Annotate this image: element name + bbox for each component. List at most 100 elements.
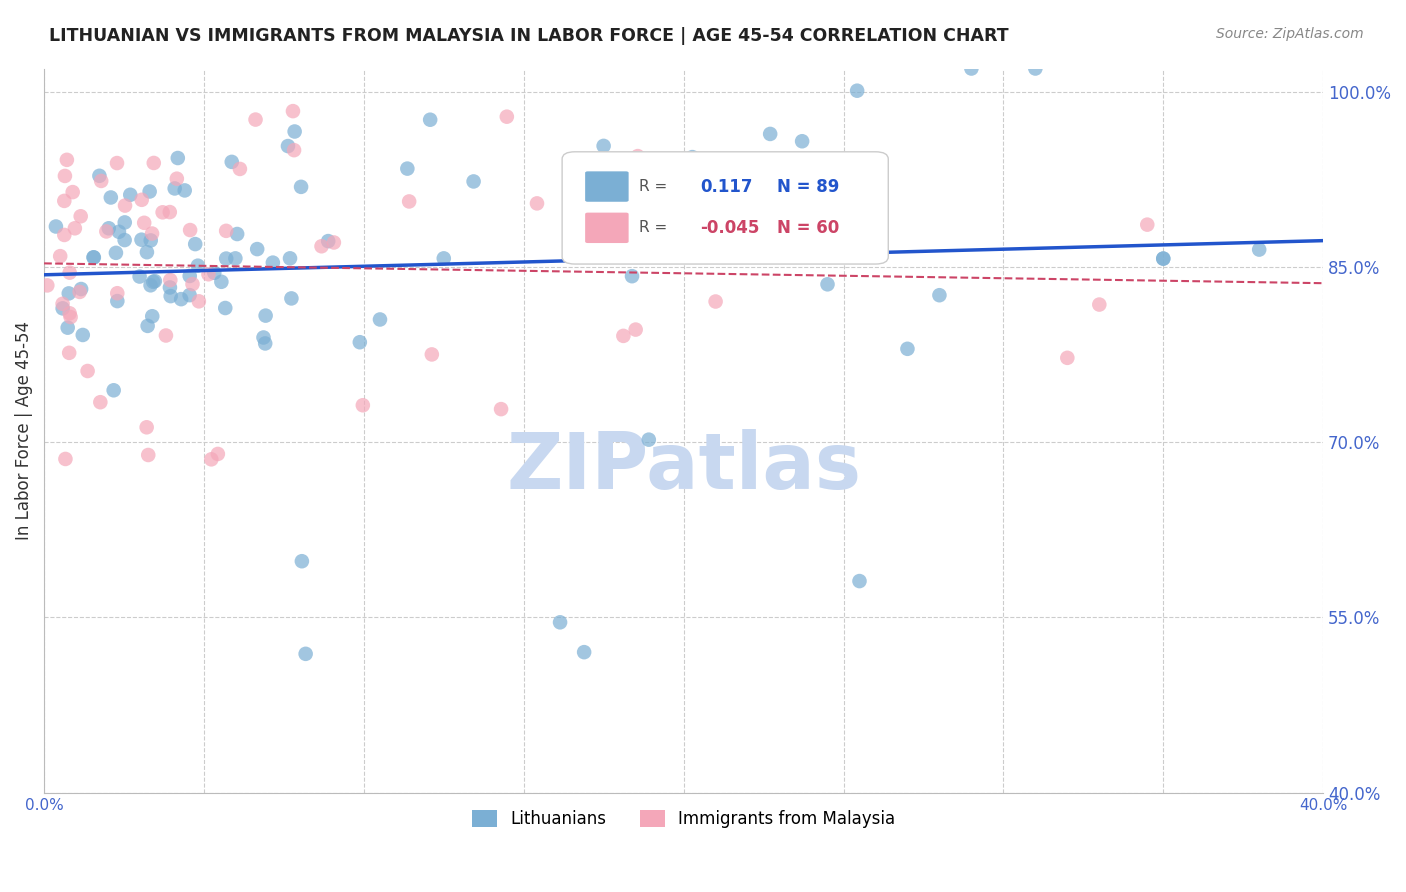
Point (572, 645, 595, 659)
Point (224, 252, 246, 266)
Point (141, 310, 163, 324)
Point (419, 112, 441, 127)
Point (284, 124, 307, 138)
Point (45, 219, 67, 234)
Point (316, 234, 339, 248)
Point (349, 335, 371, 350)
Point (187, 294, 209, 309)
Point (142, 275, 165, 289)
Point (184, 237, 207, 252)
Point (128, 269, 150, 284)
Point (207, 447, 229, 461)
Point (49, 249, 72, 263)
Point (262, 255, 284, 269)
Point (103, 384, 125, 398)
Text: Source: ZipAtlas.com: Source: ZipAtlas.com (1216, 27, 1364, 41)
Point (704, 294, 727, 309)
Point (1088, 297, 1111, 311)
Point (69, 285, 91, 299)
Point (322, 235, 344, 250)
Point (1024, 62, 1046, 76)
Point (37, 278, 59, 293)
Point (114, 198, 136, 212)
Point (159, 280, 181, 294)
Point (280, 292, 302, 306)
Point (166, 171, 188, 186)
Legend: Lithuanians, Immigrants from Malaysia: Lithuanians, Immigrants from Malaysia (465, 804, 901, 835)
Point (209, 275, 232, 289)
Point (70, 282, 93, 296)
Point (368, 312, 391, 326)
Point (612, 329, 634, 343)
Point (214, 301, 236, 315)
Point (637, 433, 659, 447)
Point (82, 250, 104, 264)
Text: R =: R = (638, 179, 672, 194)
Point (548, 615, 571, 630)
Point (586, 244, 609, 259)
Point (396, 161, 419, 176)
Point (1249, 243, 1271, 257)
FancyBboxPatch shape (585, 171, 628, 202)
Point (759, 127, 782, 141)
Point (105, 286, 128, 301)
Point (489, 402, 512, 417)
Point (245, 112, 267, 127)
Point (59, 266, 82, 280)
Point (215, 224, 238, 238)
Point (56, 320, 79, 334)
Text: ZIPatlas: ZIPatlas (506, 429, 860, 505)
Point (202, 266, 225, 280)
Point (89, 395, 111, 409)
Point (621, 269, 644, 284)
Point (53, 194, 76, 208)
Text: -0.045: -0.045 (700, 219, 759, 237)
Point (187, 259, 209, 273)
Point (463, 174, 485, 188)
Point (278, 252, 301, 266)
Point (846, 84, 869, 98)
Point (58, 286, 80, 301)
Point (108, 225, 131, 239)
Point (56, 153, 79, 167)
Point (568, 247, 591, 261)
Point (143, 274, 166, 288)
Point (59, 310, 82, 324)
Point (59, 306, 82, 320)
Point (141, 227, 163, 241)
Point (179, 268, 201, 283)
Point (131, 193, 153, 207)
Point (100, 190, 122, 204)
Point (62, 185, 84, 199)
Point (495, 110, 517, 124)
Point (526, 196, 548, 211)
Point (1152, 252, 1174, 266)
Point (58, 346, 80, 360)
Point (558, 161, 581, 175)
Text: LITHUANIAN VS IMMIGRANTS FROM MALAYSIA IN LABOR FORCE | AGE 45-54 CORRELATION CH: LITHUANIAN VS IMMIGRANTS FROM MALAYSIA I… (49, 27, 1010, 45)
Point (120, 187, 142, 202)
Point (170, 292, 193, 306)
Point (1056, 351, 1078, 365)
Point (104, 245, 127, 260)
Point (215, 252, 238, 266)
Point (131, 233, 153, 247)
Text: N = 60: N = 60 (778, 219, 839, 237)
Text: N = 89: N = 89 (778, 178, 839, 195)
Point (135, 245, 157, 260)
Point (283, 143, 305, 157)
Point (89, 169, 111, 183)
Point (63, 221, 86, 235)
Point (179, 288, 201, 302)
Point (139, 278, 162, 293)
Point (55, 452, 77, 467)
Point (294, 647, 316, 661)
Point (105, 156, 128, 170)
Point (134, 216, 156, 230)
Point (731, 186, 754, 200)
Point (1136, 218, 1159, 232)
Point (135, 420, 157, 434)
Point (624, 191, 647, 205)
Point (792, 134, 814, 148)
Point (76, 364, 98, 378)
